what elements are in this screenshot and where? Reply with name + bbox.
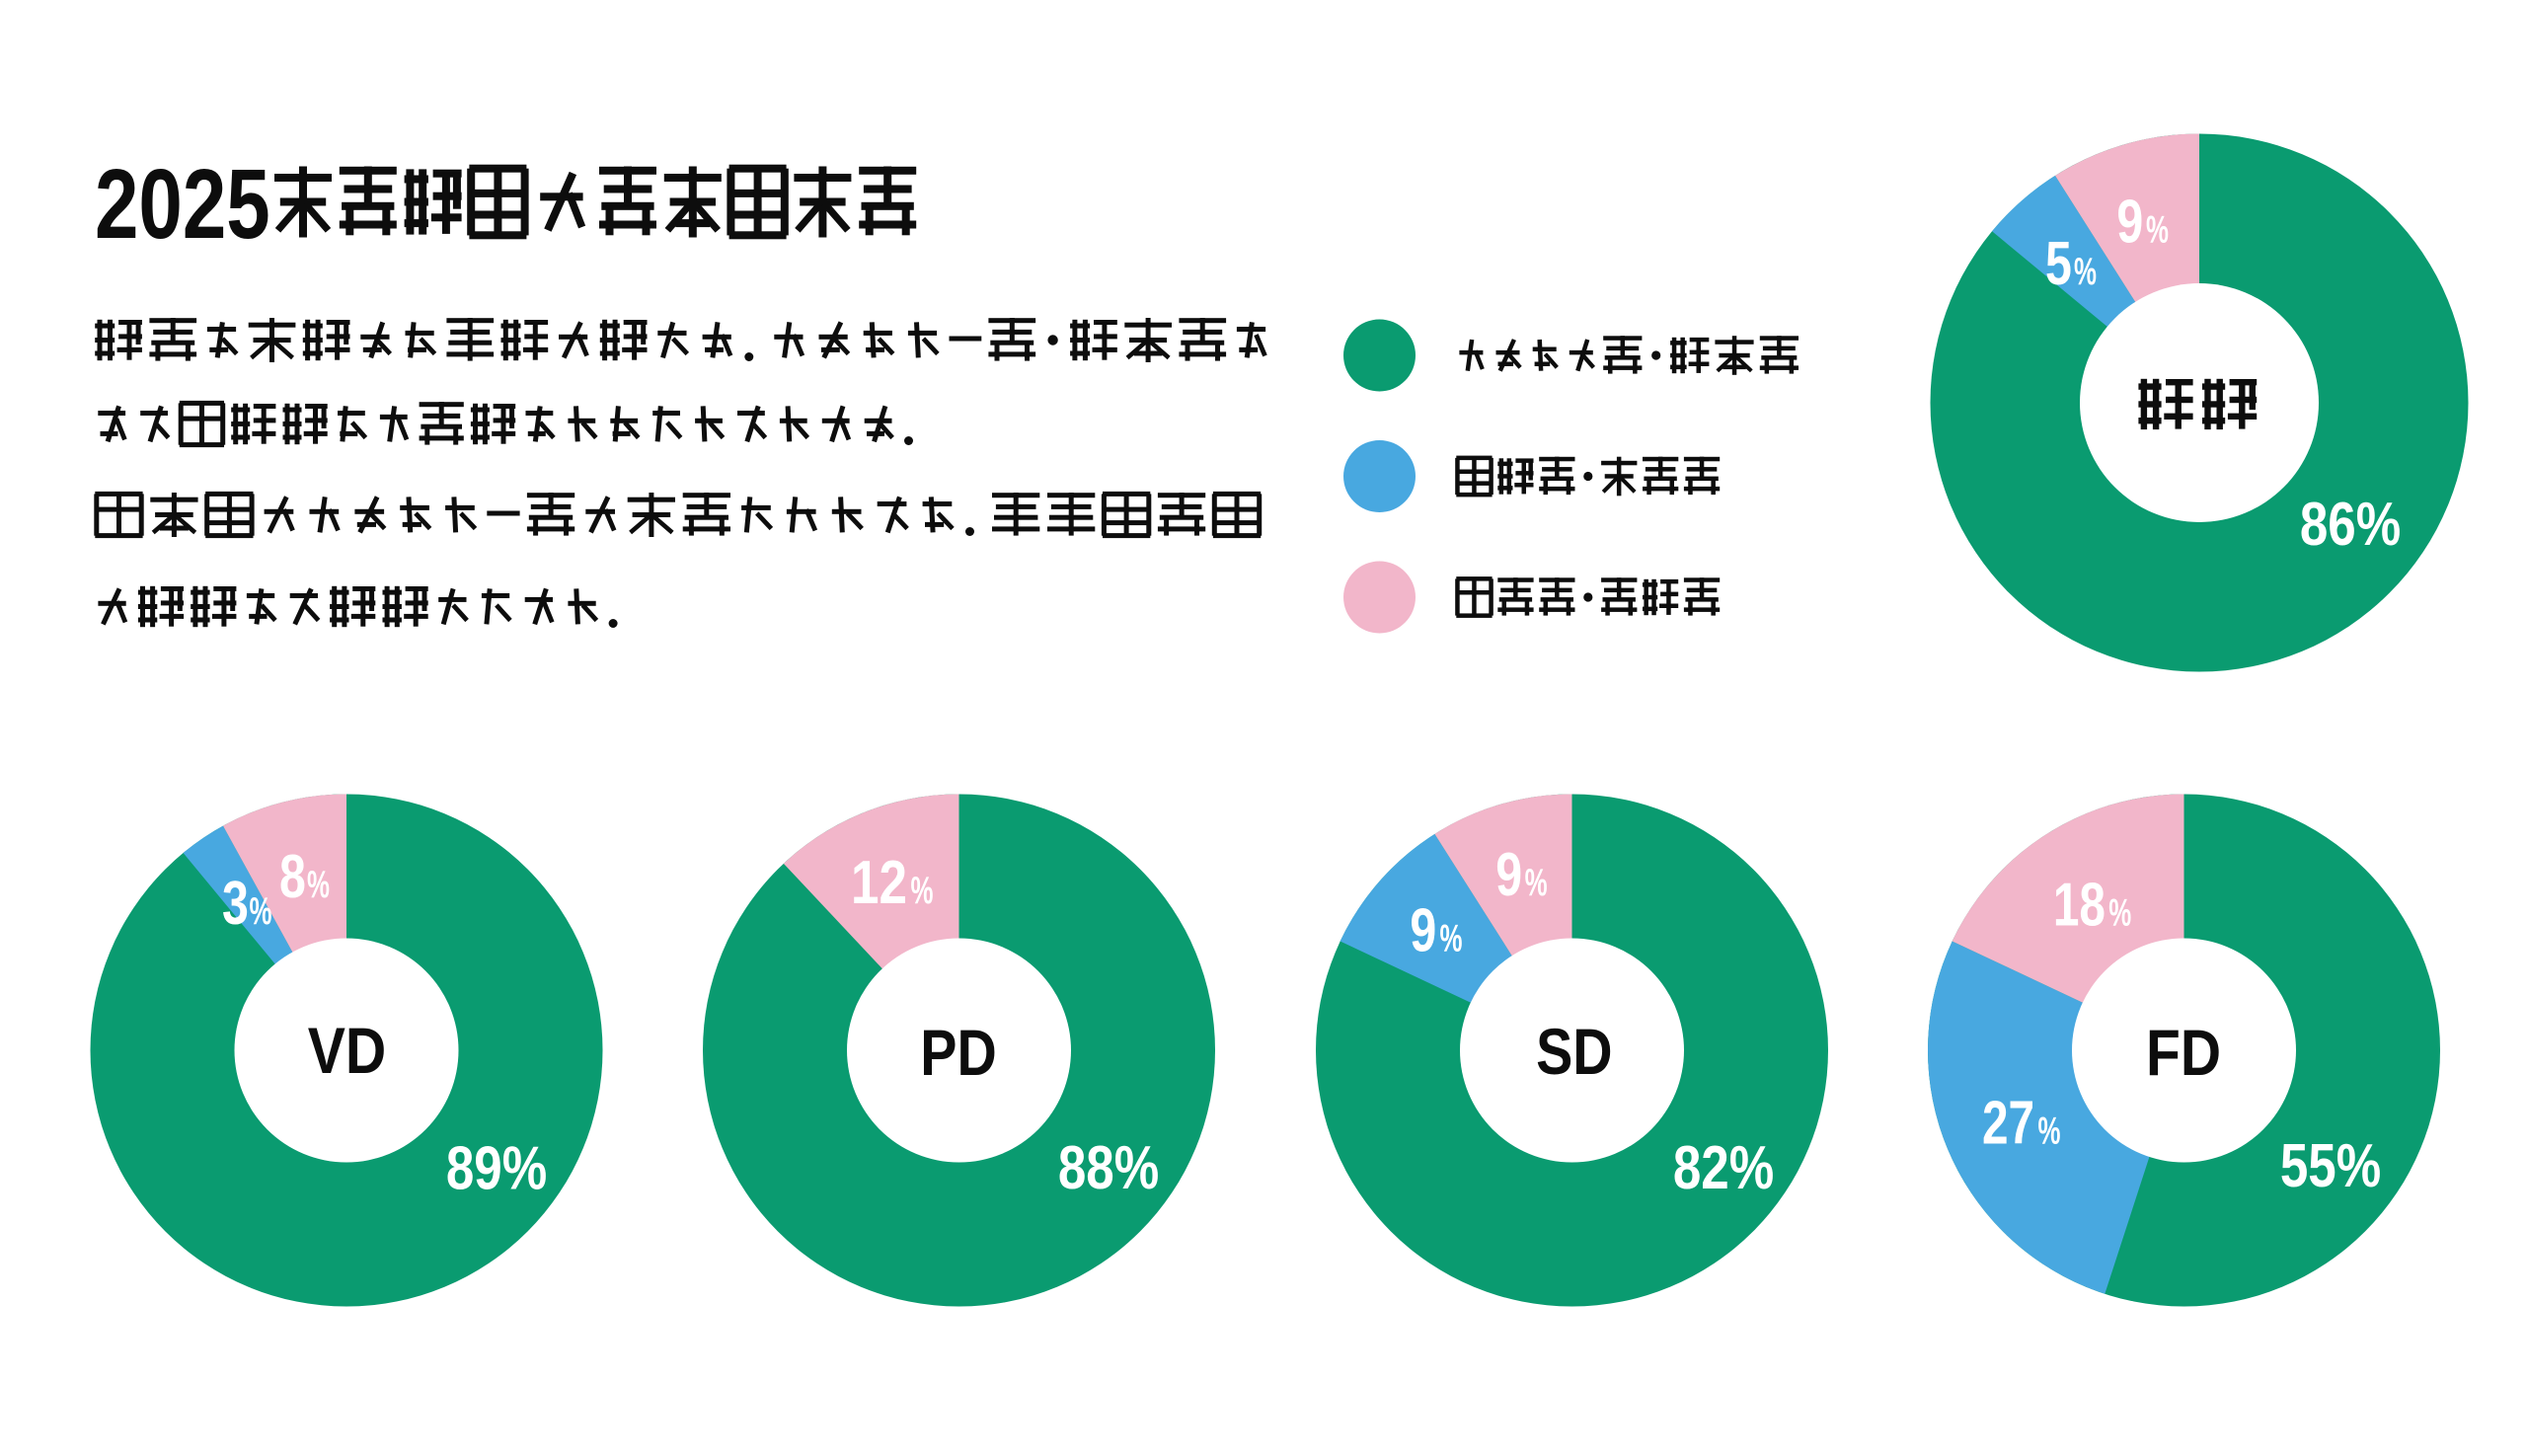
svg-text:%: % (307, 864, 330, 907)
svg-text:5: 5 (2045, 229, 2072, 297)
svg-text:%: % (2108, 891, 2131, 935)
svg-text:9: 9 (1410, 896, 1436, 964)
svg-text:89%: 89% (446, 1135, 547, 1203)
svg-text:88%: 88% (1058, 1134, 1159, 1202)
svg-text:9: 9 (2116, 188, 2143, 256)
svg-text:55%: 55% (2280, 1132, 2381, 1200)
svg-text:%: % (1525, 862, 1548, 905)
svg-text:%: % (2038, 1110, 2061, 1153)
svg-text:%: % (2074, 251, 2097, 294)
svg-text:%: % (2146, 208, 2169, 252)
svg-text:12: 12 (851, 849, 907, 917)
svg-text:18: 18 (2053, 870, 2106, 938)
svg-text:8: 8 (279, 842, 306, 910)
svg-text:82%: 82% (1673, 1134, 1774, 1202)
svg-text:2025: 2025 (95, 150, 270, 261)
svg-text:FD: FD (2146, 1017, 2221, 1090)
svg-text:3: 3 (222, 869, 249, 937)
svg-text:%: % (250, 890, 272, 934)
svg-text:VD: VD (308, 1015, 386, 1088)
svg-text:27: 27 (1982, 1088, 2034, 1156)
svg-text:86%: 86% (2300, 491, 2401, 559)
svg-text:SD: SD (1536, 1016, 1612, 1088)
svg-text:PD: PD (920, 1017, 996, 1089)
svg-text:9: 9 (1495, 840, 1522, 908)
svg-text:%: % (911, 870, 934, 913)
svg-text:%: % (1440, 918, 1463, 961)
